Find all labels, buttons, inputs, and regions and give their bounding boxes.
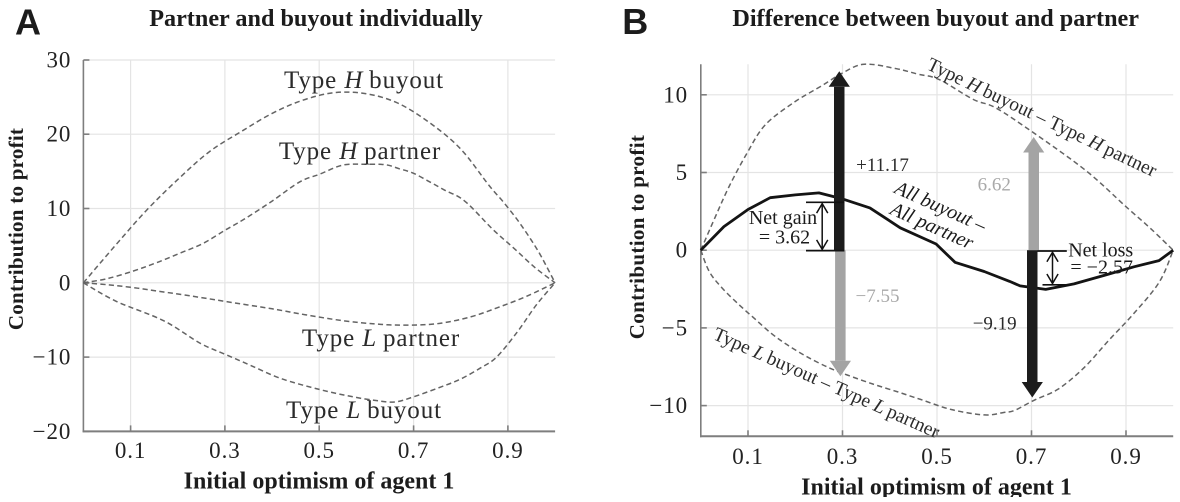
svg-text:Type H buyout: Type H buyout [284,67,444,94]
svg-text:A: A [15,1,41,42]
svg-text:0.1: 0.1 [115,438,146,463]
svg-text:0: 0 [676,238,688,263]
svg-text:−9.19: −9.19 [973,314,1017,335]
svg-text:B: B [622,1,648,42]
svg-text:−10: −10 [33,345,72,370]
svg-text:30: 30 [46,48,71,73]
svg-text:0.1: 0.1 [732,444,763,469]
svg-text:0.7: 0.7 [398,438,429,463]
svg-text:Initial optimism of agent 1: Initial optimism of agent 1 [801,474,1072,497]
svg-text:0.9: 0.9 [492,438,523,463]
svg-text:6.62: 6.62 [978,175,1011,196]
svg-text:5: 5 [676,160,688,185]
svg-text:0.7: 0.7 [1016,444,1047,469]
svg-text:0.3: 0.3 [827,444,858,469]
svg-text:0.5: 0.5 [921,444,952,469]
svg-text:0: 0 [59,270,71,295]
svg-text:+11.17: +11.17 [856,155,909,176]
svg-text:Initial optimism of agent 1: Initial optimism of agent 1 [184,468,455,494]
svg-text:Contribution to profit: Contribution to profit [4,128,28,330]
svg-text:0.9: 0.9 [1110,444,1141,469]
svg-text:Type H partner: Type H partner [279,138,441,165]
svg-text:Type L partner: Type L partner [302,325,460,352]
svg-text:Difference between buyout and: Difference between buyout and partner [732,5,1139,32]
svg-text:Net loss: Net loss [1068,240,1133,262]
svg-text:−7.55: −7.55 [856,286,900,307]
svg-text:0.3: 0.3 [209,438,240,463]
svg-text:−20: −20 [33,419,72,444]
svg-text:10: 10 [663,82,688,107]
svg-text:Type L buyout: Type L buyout [286,397,442,424]
svg-text:Net gain: Net gain [749,207,817,229]
svg-text:20: 20 [46,122,71,147]
svg-text:10: 10 [46,196,71,221]
svg-text:Partner and buyout individuall: Partner and buyout individually [149,5,483,32]
svg-text:= −2.57: = −2.57 [1070,257,1133,279]
svg-text:−5: −5 [662,315,688,340]
svg-text:−10: −10 [649,393,688,418]
svg-text:0.5: 0.5 [303,438,334,463]
svg-text:= 3.62: = 3.62 [759,227,810,249]
svg-text:Contribution to profit: Contribution to profit [625,135,649,340]
